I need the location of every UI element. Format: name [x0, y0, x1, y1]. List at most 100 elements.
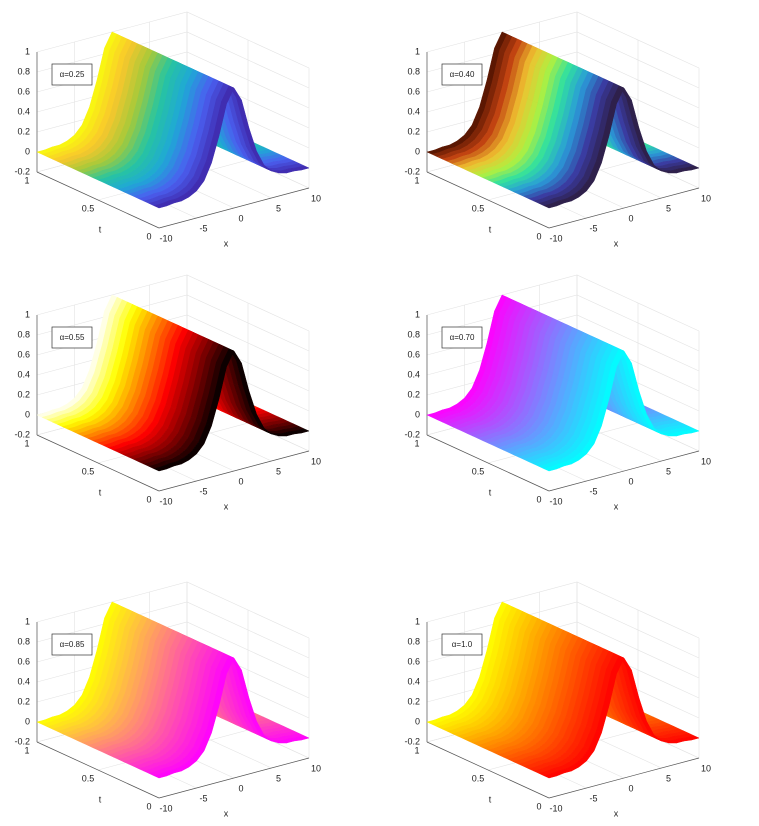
z-tick-label: -0.2: [14, 429, 30, 439]
y-axis-label: t: [489, 224, 492, 234]
y-tick-label: 0: [536, 231, 541, 241]
annotation-box: [441, 633, 483, 656]
x-axis-label: x: [224, 238, 229, 248]
grid-line: [36, 581, 310, 639]
z-tick-label: 0: [415, 716, 420, 726]
axis-line: [548, 187, 700, 229]
y-axis-label: t: [489, 794, 492, 804]
x-tick-label: -5: [199, 793, 207, 803]
x-axis-label: x: [614, 238, 619, 248]
y-tick-label: 0.5: [82, 203, 95, 213]
axis-line: [158, 187, 310, 229]
z-tick-label: 1: [415, 46, 420, 56]
x-tick-label: 0: [238, 476, 243, 486]
surface-patch: [153, 203, 168, 209]
x-tick-label: -5: [199, 486, 207, 496]
x-tick-label: -5: [589, 486, 597, 496]
y-axis-label: t: [99, 794, 102, 804]
x-tick-label: -10: [549, 496, 562, 506]
y-tick-label: 0.5: [472, 466, 485, 476]
x-tick-label: 0: [628, 213, 633, 223]
x-tick-label: -10: [159, 803, 172, 813]
z-tick-label: 1: [415, 309, 420, 319]
x-tick-label: 5: [276, 203, 281, 213]
z-tick-label: 0.4: [17, 369, 30, 379]
z-tick-label: 0.8: [407, 329, 420, 339]
axis-line: [548, 450, 700, 492]
z-tick-label: 0: [25, 409, 30, 419]
axis-line: [36, 434, 160, 492]
y-axis-label: t: [489, 487, 492, 497]
axis-line: [426, 434, 550, 492]
x-tick-label: 10: [701, 193, 711, 203]
x-tick-label: -10: [159, 496, 172, 506]
z-tick-label: -0.2: [404, 736, 420, 746]
y-tick-label: 0: [146, 801, 151, 811]
y-tick-label: 1: [24, 745, 29, 755]
x-tick-label: -5: [589, 223, 597, 233]
z-tick-label: 0.2: [17, 389, 30, 399]
z-tick-label: 0.4: [407, 369, 420, 379]
x-tick-label: 5: [666, 773, 671, 783]
z-tick-label: 0.8: [407, 636, 420, 646]
z-tick-label: -0.2: [404, 429, 420, 439]
grid-line: [426, 581, 700, 639]
z-tick-label: 0.4: [407, 106, 420, 116]
z-tick-label: 0: [25, 146, 30, 156]
y-axis-label: t: [99, 224, 102, 234]
y-tick-label: 0.5: [472, 203, 485, 213]
z-tick-label: 0.6: [407, 86, 420, 96]
grid-line: [426, 11, 700, 69]
y-tick-label: 0: [146, 494, 151, 504]
z-tick-label: -0.2: [404, 166, 420, 176]
axis-line: [36, 741, 160, 799]
z-tick-label: 0.2: [407, 696, 420, 706]
x-axis-label: x: [224, 501, 229, 511]
surface-patch: [543, 466, 558, 472]
y-tick-label: 0: [536, 494, 541, 504]
y-tick-label: 0: [146, 231, 151, 241]
annotation: α=0.25: [60, 70, 85, 79]
z-tick-label: 0.8: [17, 329, 30, 339]
x-tick-label: 10: [701, 456, 711, 466]
z-tick-label: 1: [415, 616, 420, 626]
z-tick-label: 0.2: [407, 126, 420, 136]
annotation-box: [51, 633, 93, 656]
y-tick-label: 1: [414, 438, 419, 448]
x-tick-label: -10: [549, 803, 562, 813]
z-tick-label: 0: [25, 716, 30, 726]
annotation: α=0.40: [450, 70, 475, 79]
y-tick-label: 1: [414, 175, 419, 185]
z-tick-label: 0: [415, 146, 420, 156]
y-tick-label: 1: [414, 745, 419, 755]
z-tick-label: 0.4: [17, 676, 30, 686]
z-tick-label: 1: [25, 309, 30, 319]
x-tick-label: 0: [628, 476, 633, 486]
z-tick-label: 0.2: [407, 389, 420, 399]
x-tick-label: -5: [199, 223, 207, 233]
z-tick-label: 0.6: [17, 86, 30, 96]
annotation: α=0.55: [60, 333, 85, 342]
z-tick-label: 0: [415, 409, 420, 419]
z-tick-label: 0.2: [17, 126, 30, 136]
y-tick-label: 0: [536, 801, 541, 811]
z-tick-label: 0.8: [407, 66, 420, 76]
z-tick-label: 1: [25, 46, 30, 56]
annotation-box: [441, 63, 483, 86]
surface-patch: [153, 466, 168, 472]
axis-line: [426, 741, 550, 799]
y-tick-label: 0.5: [82, 773, 95, 783]
surface-patch: [153, 773, 168, 779]
z-tick-label: -0.2: [14, 736, 30, 746]
x-tick-label: -5: [589, 793, 597, 803]
x-tick-label: -10: [549, 233, 562, 243]
axis-line: [36, 171, 160, 229]
x-tick-label: 5: [666, 203, 671, 213]
grid-line: [36, 274, 310, 332]
annotation: α=0.70: [450, 333, 475, 342]
z-tick-label: 0.6: [407, 349, 420, 359]
